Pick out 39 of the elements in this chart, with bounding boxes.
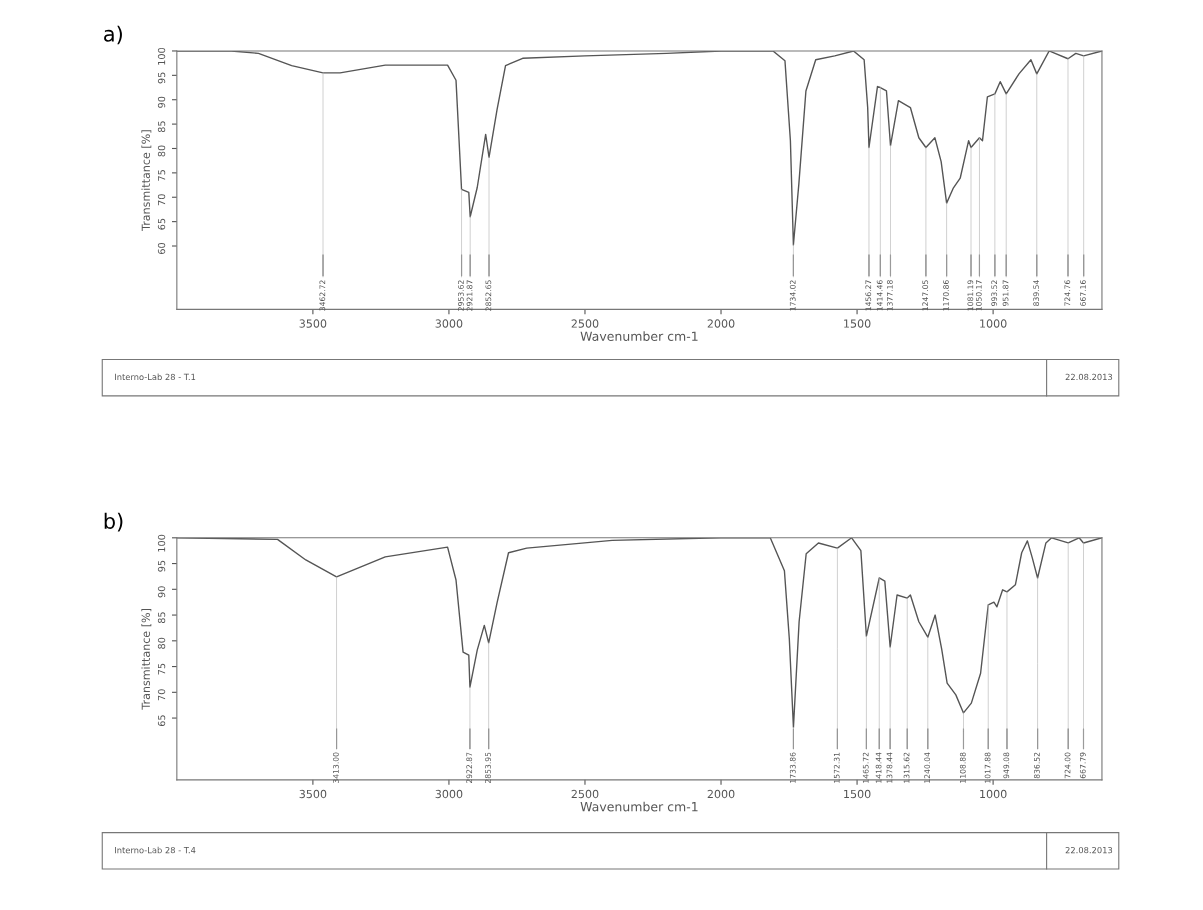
y-tick-label: 75 xyxy=(158,663,166,675)
x-tick-label: 2000 xyxy=(707,319,735,328)
y-tick-label: 80 xyxy=(157,145,166,157)
y-tick-label: 100 xyxy=(157,47,166,65)
y-tick-label: 70 xyxy=(157,689,166,701)
y-tick-label: 60 xyxy=(157,242,166,255)
x-tick-label: 2000 xyxy=(707,789,735,799)
y-tick-label: 85 xyxy=(157,121,166,133)
x-tick-label: 3500 xyxy=(299,789,327,799)
y-tick-label: 85 xyxy=(157,612,166,624)
y-tick-label: 95 xyxy=(157,72,166,84)
text: Interno-Lab 28 - T.1 xyxy=(115,373,196,381)
x-tick-label: 1500 xyxy=(844,319,871,328)
x-tick-label: 2500 xyxy=(571,789,599,799)
y-axis-title: Transmittance [%] xyxy=(141,130,152,231)
x-tick-label: 1000 xyxy=(980,319,1007,328)
y-tick-label: 65 xyxy=(157,715,166,727)
y-tick-label: 90 xyxy=(157,96,166,108)
chart-title: a) xyxy=(104,25,122,45)
y-axis-title: Transmittance [%] xyxy=(141,609,152,710)
x-tick-label: 1000 xyxy=(980,789,1007,799)
chart-title: b) xyxy=(104,512,123,532)
text: 22.08.2013 xyxy=(1065,846,1113,854)
x-axis-title: Wavenumber cm-1 xyxy=(580,331,698,341)
text: Interno-Lab 28 - T.4 xyxy=(115,846,196,854)
text: 22.08.2013 xyxy=(1065,373,1113,381)
y-tick-label: 95 xyxy=(157,560,166,572)
y-tick-label: 100 xyxy=(157,534,166,552)
y-tick-label: 75 xyxy=(158,170,166,181)
x-tick-label: 1500 xyxy=(844,789,871,799)
y-tick-label: 70 xyxy=(157,194,166,206)
x-tick-label: 2500 xyxy=(571,319,599,328)
x-tick-label: 3500 xyxy=(299,319,327,328)
x-tick-label: 3000 xyxy=(435,789,463,799)
x-tick-label: 3000 xyxy=(435,319,463,328)
x-axis-title: Wavenumber cm-1 xyxy=(580,801,698,812)
y-tick-label: 80 xyxy=(157,637,166,649)
y-tick-label: 65 xyxy=(157,218,166,230)
y-tick-label: 90 xyxy=(157,586,166,598)
